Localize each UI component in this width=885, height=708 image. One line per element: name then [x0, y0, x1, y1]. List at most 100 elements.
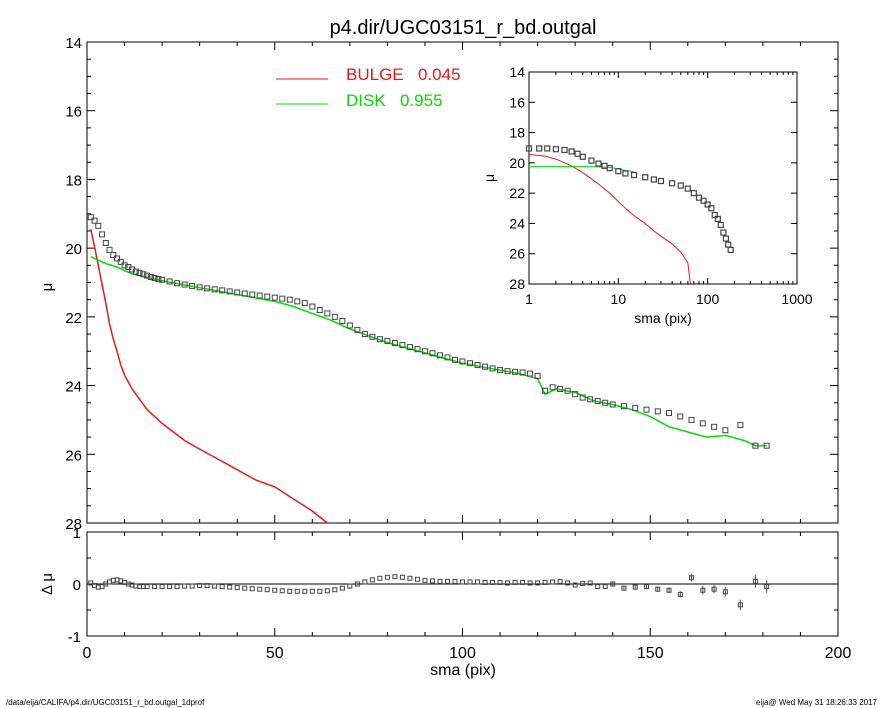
inset-series-2: [525, 145, 734, 254]
residual-data-point: [444, 578, 450, 584]
residual-data-point: [595, 584, 601, 590]
main-data-point: [204, 285, 211, 292]
main-data-point: [256, 292, 263, 299]
main-data-point: [527, 370, 534, 377]
residual-data-point: [580, 580, 586, 586]
main-data-point: [763, 442, 770, 449]
main-data-point: [688, 416, 695, 423]
residual-data-point: [452, 578, 458, 584]
inset-series-1: [529, 166, 635, 173]
inset-data-point: [727, 246, 734, 254]
main-data-point: [459, 358, 466, 365]
main-data-point: [219, 287, 226, 294]
main-data-point: [331, 313, 338, 320]
residual-data-point: [666, 587, 672, 593]
main-data-point: [666, 410, 673, 417]
main-data-point: [279, 295, 286, 302]
residual-data-point: [182, 583, 188, 589]
main-data-point: [534, 372, 541, 379]
residual-x-tick-label: 150: [637, 645, 664, 662]
main-data-point: [234, 289, 241, 296]
residual-data-point: [655, 586, 661, 592]
main-data-point: [316, 306, 323, 313]
main-data-point: [241, 290, 248, 297]
residual-data-point: [542, 579, 548, 585]
residual-data-point: [317, 588, 323, 594]
residual-data-point: [535, 580, 541, 586]
main-data-point: [737, 422, 744, 429]
residual-data-point: [279, 588, 285, 594]
main-y-tick-label: 20: [65, 241, 82, 258]
residual-data-point: [737, 602, 743, 608]
inset-x-tick-label: 1000: [781, 291, 812, 307]
main-data-point: [632, 404, 639, 411]
main-data-point: [354, 326, 361, 333]
main-data-point: [249, 291, 256, 298]
residual-data-point: [689, 575, 695, 581]
main-series-2: [87, 214, 770, 449]
main-data-point: [519, 369, 526, 376]
main-y-tick-label: 18: [65, 172, 82, 189]
residual-data-point: [764, 584, 770, 590]
residual-data-point: [482, 579, 488, 585]
residual-data-point: [197, 583, 203, 589]
inset-data-point: [595, 160, 602, 167]
inset-data-point: [552, 146, 559, 153]
main-series-0: [90, 229, 328, 524]
inset-data-point: [677, 182, 684, 189]
residual-data-point: [287, 588, 293, 594]
main-data-point: [147, 274, 154, 281]
residual-data-point: [227, 584, 233, 590]
residual-data-point: [610, 581, 616, 587]
residual-data-point: [249, 586, 255, 592]
residual-x-tick-label: 0: [83, 645, 92, 662]
main-data-point: [451, 356, 458, 363]
inset-data-point: [615, 168, 622, 175]
inset-data-point: [657, 177, 665, 185]
footer-file-path: /data/eija/CALIFA/p4.dir/UGC03151_r_bd.o…: [6, 698, 205, 707]
residual-data-point: [167, 584, 173, 590]
residual-data-point: [332, 587, 338, 593]
main-data-point: [196, 284, 203, 291]
inset-data-point: [622, 170, 629, 177]
inset-data-point: [714, 215, 721, 222]
main-data-point: [211, 286, 218, 293]
footer-timestamp: eija@ Wed May 31 18:26:33 2017: [756, 698, 877, 707]
residual-data-point: [347, 583, 353, 589]
main-data-point: [114, 255, 121, 262]
residual-data-point: [527, 580, 533, 586]
residual-data-point: [99, 584, 105, 590]
legend-bulge-value: 0.045: [418, 65, 461, 84]
main-data-point: [482, 363, 489, 370]
residual-data-point: [490, 579, 496, 585]
main-data-point: [144, 272, 151, 279]
inset-data-point: [561, 146, 568, 154]
main-data-point: [602, 399, 609, 406]
residual-data-point: [565, 580, 571, 586]
main-data-point: [414, 346, 421, 353]
inset-y-tick-label: 24: [509, 215, 525, 231]
residual-data-point: [437, 578, 443, 584]
inset-data-point: [722, 235, 730, 242]
residual-data-point: [264, 587, 270, 593]
residual-data-point: [362, 579, 368, 585]
inset-x-tick-label: 1: [525, 291, 533, 307]
main-data-point: [572, 391, 579, 398]
main-data-point: [677, 413, 684, 420]
main-panel: p4.dir/UGC03151_r_bd.outgal 14 16 18 20 22 24…: [39, 17, 839, 533]
residual-data-point: [467, 579, 473, 585]
inset-data-point: [669, 180, 676, 187]
residual-data-point: [512, 579, 518, 585]
residual-data-point: [550, 579, 556, 585]
main-data-point: [654, 408, 661, 415]
inset-y-tick-label: 22: [509, 185, 525, 201]
main-data-point: [436, 352, 443, 359]
residual-data-point: [144, 584, 150, 590]
main-data-point: [226, 288, 233, 295]
main-data-point: [339, 317, 346, 324]
inset-x-axis-label: sma (pix): [634, 310, 692, 326]
residual-data-point: [520, 579, 526, 585]
main-data-point: [620, 403, 627, 410]
